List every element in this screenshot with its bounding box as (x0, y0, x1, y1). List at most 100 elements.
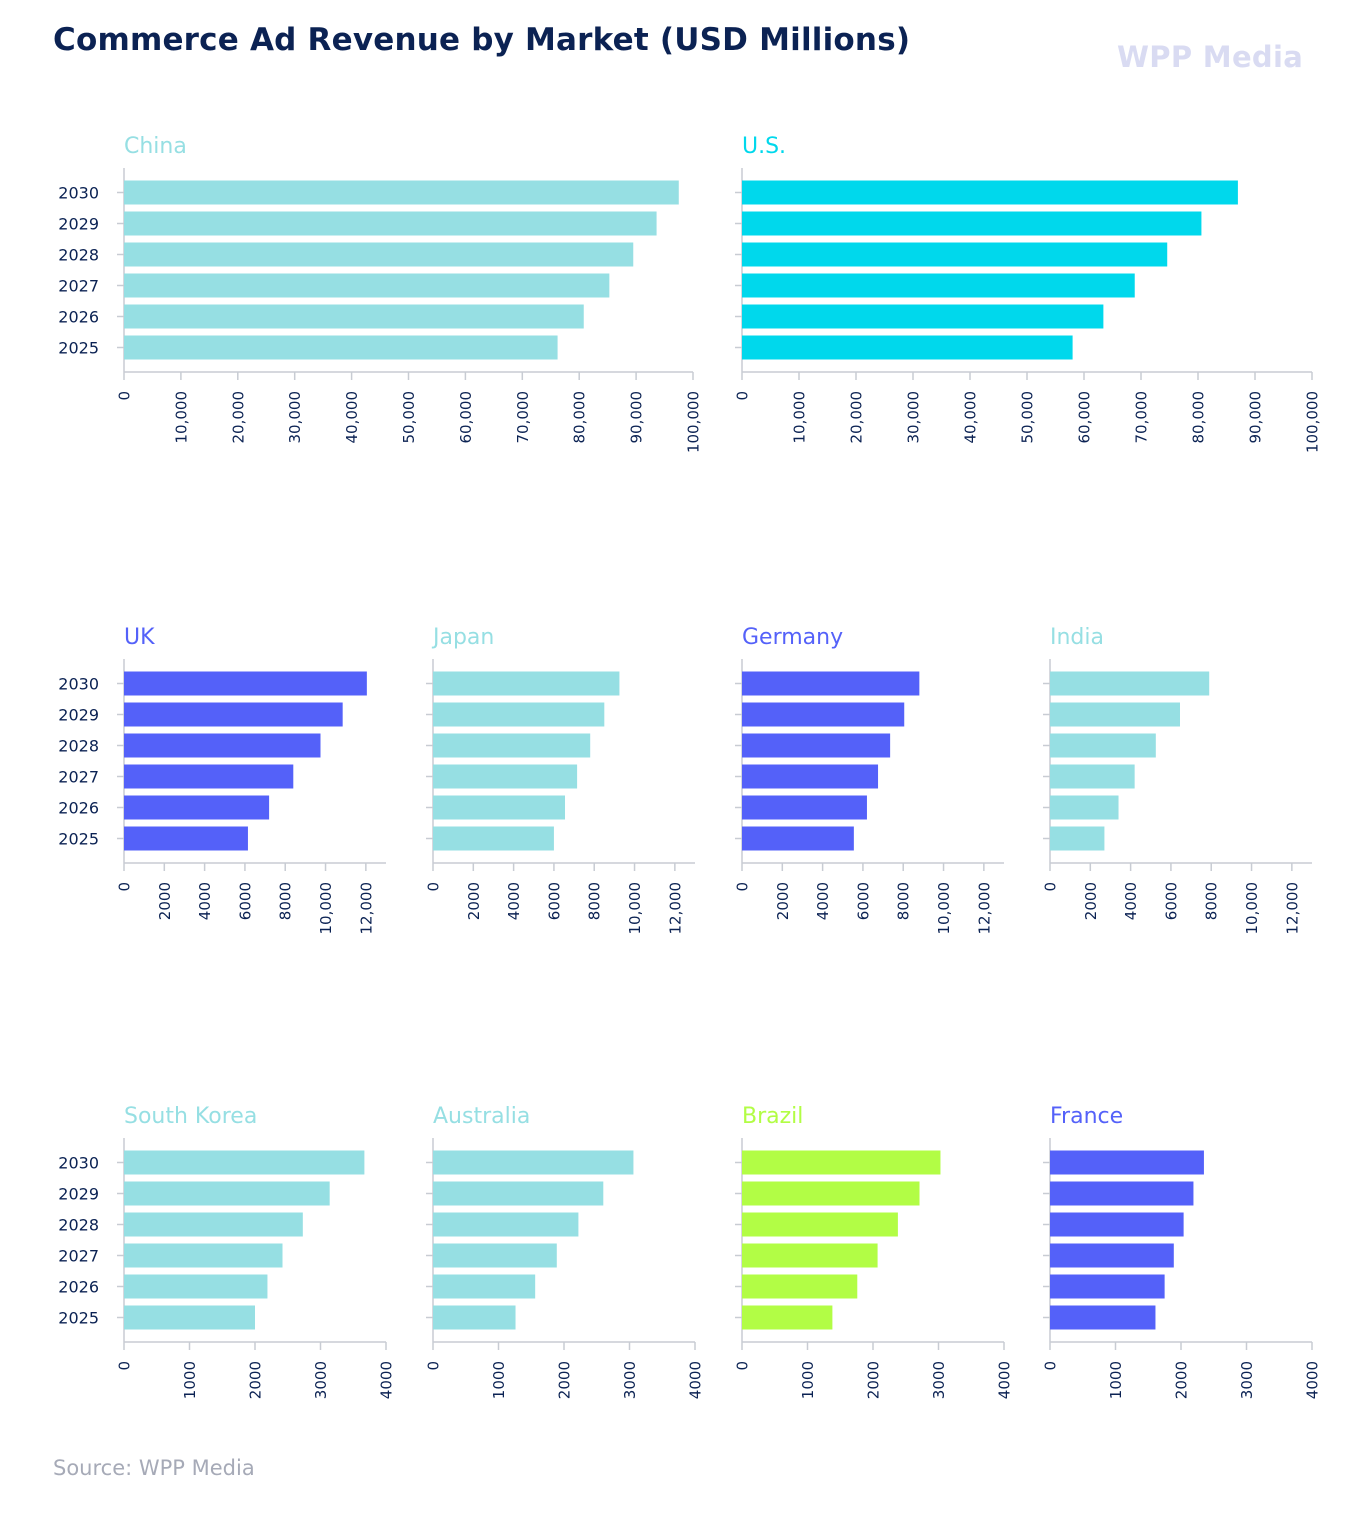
bar-south-korea-2026 (124, 1274, 268, 1299)
x-tick-label: 100,000 (685, 391, 703, 453)
x-tick-label: 12,000 (975, 882, 993, 935)
y-tick-label: 2028 (58, 246, 99, 265)
x-tick-label: 8000 (277, 882, 295, 920)
y-tick-label: 2028 (58, 1216, 99, 1235)
bar-brazil-2028 (742, 1212, 898, 1237)
x-tick-label: 2000 (247, 1361, 265, 1399)
x-tick-label: 0 (1042, 882, 1060, 892)
bar-u-s-2029 (742, 211, 1202, 236)
x-tick-label: 2000 (465, 882, 483, 920)
bar-south-korea-2029 (124, 1181, 330, 1206)
bar-brazil-2025 (742, 1305, 833, 1330)
x-tick-label: 0 (734, 1361, 752, 1371)
bar-india-2029 (1050, 702, 1180, 727)
bar-australia-2027 (433, 1243, 557, 1268)
x-tick-label: 8000 (1203, 882, 1221, 920)
bar-india-2028 (1050, 733, 1156, 758)
x-tick-label: 2000 (156, 882, 174, 920)
x-tick-label: 3000 (1238, 1361, 1256, 1399)
x-tick-label: 4000 (687, 1361, 705, 1399)
bar-china-2026 (124, 304, 584, 329)
bar-australia-2026 (433, 1274, 536, 1299)
x-tick-label: 2000 (1082, 882, 1100, 920)
x-tick-label: 60,000 (1076, 391, 1094, 444)
x-tick-label: 30,000 (905, 391, 923, 444)
x-tick-label: 2000 (556, 1361, 574, 1399)
x-tick-label: 4000 (196, 882, 214, 920)
x-tick-label: 1000 (1107, 1361, 1125, 1399)
bar-u-s-2026 (742, 304, 1104, 329)
y-tick-label: 2029 (58, 215, 99, 234)
y-tick-label: 2025 (58, 830, 99, 849)
bar-germany-2030 (742, 671, 920, 696)
panel-title-uk: UK (124, 625, 155, 650)
x-tick-label: 50,000 (1019, 391, 1037, 444)
x-tick-label: 0 (425, 882, 443, 892)
bar-france-2026 (1050, 1274, 1165, 1299)
wpp-media-logo: WPP Media (1117, 40, 1304, 74)
x-tick-label: 50,000 (400, 391, 418, 444)
x-tick-label: 2000 (865, 1361, 883, 1399)
x-tick-label: 1000 (490, 1361, 508, 1399)
x-tick-label: 10,000 (172, 391, 190, 444)
x-tick-label: 100,000 (1304, 391, 1322, 453)
x-tick-label: 2000 (1173, 1361, 1191, 1399)
x-tick-label: 10,000 (791, 391, 809, 444)
x-tick-label: 4000 (1304, 1361, 1322, 1399)
x-tick-label: 20,000 (229, 391, 247, 444)
bar-japan-2028 (433, 733, 591, 758)
bar-south-korea-2028 (124, 1212, 303, 1237)
bar-france-2027 (1050, 1243, 1174, 1268)
panel-title-india: India (1050, 625, 1104, 650)
x-tick-label: 4000 (505, 882, 523, 920)
y-tick-label: 2030 (58, 1154, 99, 1173)
bar-china-2028 (124, 242, 634, 267)
x-tick-label: 80,000 (1190, 391, 1208, 444)
bar-japan-2025 (433, 826, 554, 851)
bar-australia-2029 (433, 1181, 604, 1206)
bar-china-2025 (124, 335, 558, 360)
bar-germany-2025 (742, 826, 854, 851)
x-tick-label: 2000 (774, 882, 792, 920)
x-tick-label: 0 (116, 391, 134, 401)
bar-china-2030 (124, 180, 679, 205)
bar-u-s-2027 (742, 273, 1135, 298)
y-tick-label: 2030 (58, 675, 99, 694)
bar-japan-2027 (433, 764, 578, 789)
bar-china-2029 (124, 211, 657, 236)
x-tick-label: 60,000 (457, 391, 475, 444)
x-tick-label: 3000 (930, 1361, 948, 1399)
bar-france-2025 (1050, 1305, 1156, 1330)
chart-title: Commerce Ad Revenue by Market (USD Milli… (53, 22, 911, 58)
y-tick-label: 2026 (58, 799, 99, 818)
bar-uk-2026 (124, 795, 270, 820)
bar-south-korea-2027 (124, 1243, 283, 1268)
bar-u-s-2025 (742, 335, 1073, 360)
x-tick-label: 10,000 (935, 882, 953, 935)
bar-south-korea-2030 (124, 1150, 365, 1175)
x-tick-label: 8000 (895, 882, 913, 920)
x-tick-label: 0 (116, 1361, 134, 1371)
x-tick-label: 12,000 (1283, 882, 1301, 935)
bar-germany-2029 (742, 702, 905, 727)
y-tick-label: 2026 (58, 308, 99, 327)
bar-japan-2026 (433, 795, 566, 820)
y-tick-label: 2027 (58, 1247, 99, 1266)
x-tick-label: 10,000 (1243, 882, 1261, 935)
y-tick-label: 2026 (58, 1278, 99, 1297)
bar-uk-2029 (124, 702, 343, 727)
bar-brazil-2029 (742, 1181, 920, 1206)
bar-france-2028 (1050, 1212, 1184, 1237)
x-tick-label: 0 (1042, 1361, 1060, 1371)
x-tick-label: 40,000 (343, 391, 361, 444)
bar-india-2027 (1050, 764, 1135, 789)
y-tick-label: 2028 (58, 737, 99, 756)
x-tick-label: 12,000 (666, 882, 684, 935)
x-tick-label: 20,000 (848, 391, 866, 444)
x-tick-label: 12,000 (357, 882, 375, 935)
x-tick-label: 6000 (236, 882, 254, 920)
y-tick-label: 2029 (58, 1185, 99, 1204)
bar-germany-2026 (742, 795, 867, 820)
panel-title-china: China (124, 134, 187, 159)
panel-title-japan: Japan (431, 625, 494, 650)
